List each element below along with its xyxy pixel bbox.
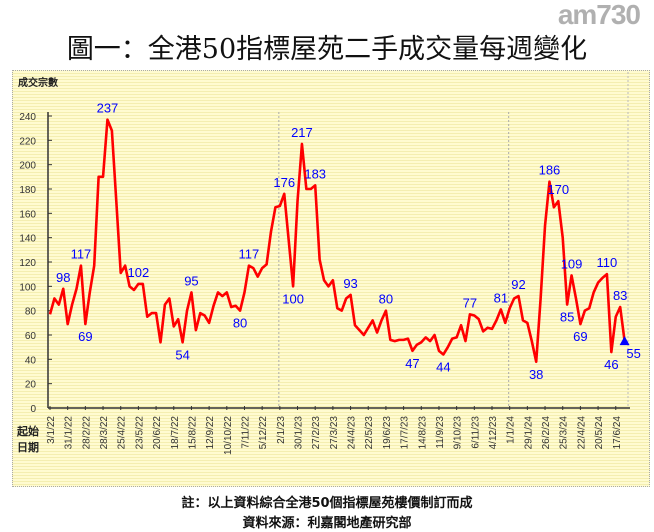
y-tick-label: 180 [19,185,36,196]
y-axis-label: 成交宗數 [18,76,58,89]
x-tick-label: 6/11/23 [470,416,481,449]
data-label: 80 [233,316,247,331]
x-tick-label: 18/7/22 [170,416,181,450]
data-label: 38 [529,367,543,382]
data-label: 98 [56,270,70,285]
y-tick-label: 20 [25,380,37,391]
data-label: 100 [282,291,304,306]
data-label: 44 [436,359,450,374]
data-label: 170 [547,182,569,197]
data-label: 217 [291,125,313,140]
y-tick-label: 0 [30,404,36,415]
data-label: 47 [405,356,419,371]
data-label: 55 [626,346,640,361]
x-tick-label: 22/5/23 [364,416,375,450]
x-tick-label: 5/12/22 [258,416,269,450]
x-tick-label: 14/8/23 [417,416,428,450]
data-label: 85 [560,310,574,325]
data-label: 117 [239,247,260,262]
x-tick-label: 25/4/22 [117,416,128,450]
x-tick-label: 12/9/22 [205,416,216,450]
data-label: 237 [97,101,119,116]
y-tick-label: 60 [25,331,37,342]
x-tick-label: 23/5/22 [134,416,145,450]
y-tick-label: 40 [25,355,37,366]
data-label: 46 [604,357,618,372]
y-tick-label: 80 [25,307,37,318]
x-tick-label: 22/4/24 [576,416,587,450]
x-tick-label: 17/7/23 [400,416,411,450]
data-label: 83 [613,288,627,303]
x-tick-label: 31/1/22 [64,416,75,450]
y-tick-label: 240 [19,112,36,123]
x-tick-label: 1/1/24 [506,416,517,444]
data-label: 102 [128,265,150,280]
x-tick-label: 15/8/22 [187,416,198,450]
x-tick-label: 20/6/22 [152,416,163,450]
footnote-note: 註：以上資料綜合全港50個指標屋苑樓價制訂而成 [181,496,473,511]
x-tick-label: 7/11/22 [240,416,251,449]
chart-panel [12,70,650,487]
x-tick-label: 24/4/23 [347,416,358,450]
x-tick-label: 28/3/22 [99,416,110,450]
x-tick-label: 10/10/22 [223,416,234,455]
data-label: 54 [175,347,189,362]
chart-title: 圖一：全港50指標屋苑二手成交量每週變化 [66,34,588,65]
y-tick-label: 100 [19,282,36,293]
x-tick-label: 20/5/24 [594,416,605,450]
data-label: 69 [78,329,92,344]
x-tick-label: 9/10/23 [453,416,464,450]
data-label: 93 [343,276,357,291]
x-tick-label: 29/1/24 [523,416,534,450]
x-tick-label: 3/1/22 [46,416,57,444]
data-label: 176 [273,175,295,190]
data-label: 77 [463,295,477,310]
data-label: 95 [184,273,198,288]
x-tick-label: 28/2/22 [81,416,92,450]
series-line [48,118,626,364]
data-label: 81 [494,290,508,305]
data-label: 69 [573,329,587,344]
y-tick-label: 120 [19,258,36,269]
x-tick-label: 27/3/23 [329,416,340,450]
x-tick-label: 30/1/23 [294,416,305,450]
data-label: 92 [511,277,525,292]
x-tick-label: 4/12/23 [488,416,499,450]
data-label: 80 [379,292,393,307]
x-tick-label: 26/2/24 [541,416,552,450]
am730-logo: am730 [557,0,641,30]
y-tick-label: 140 [19,234,36,245]
y-tick-label: 200 [19,161,36,172]
x-tick-label: 17/6/24 [612,416,623,450]
data-label: 109 [561,256,583,271]
footnote-source: 資料來源：利嘉閣地產研究部 [242,516,412,531]
x-tick-label: 27/2/23 [311,416,322,450]
data-label: 117 [71,247,92,262]
x-tick-label: 19/6/23 [382,416,393,450]
last-point-triangle-marker [619,336,630,346]
data-label: 110 [597,255,618,270]
y-tick-label: 220 [19,136,36,147]
data-label: 186 [539,163,561,178]
y-tick-label: 160 [19,209,36,220]
x-tick-label: 25/3/24 [559,416,570,450]
x-tick-label: 2/1/23 [276,416,287,444]
x-tick-label: 11/9/23 [435,416,446,449]
data-label: 183 [304,166,326,181]
x-axis-label: 起始日期 [17,425,39,454]
